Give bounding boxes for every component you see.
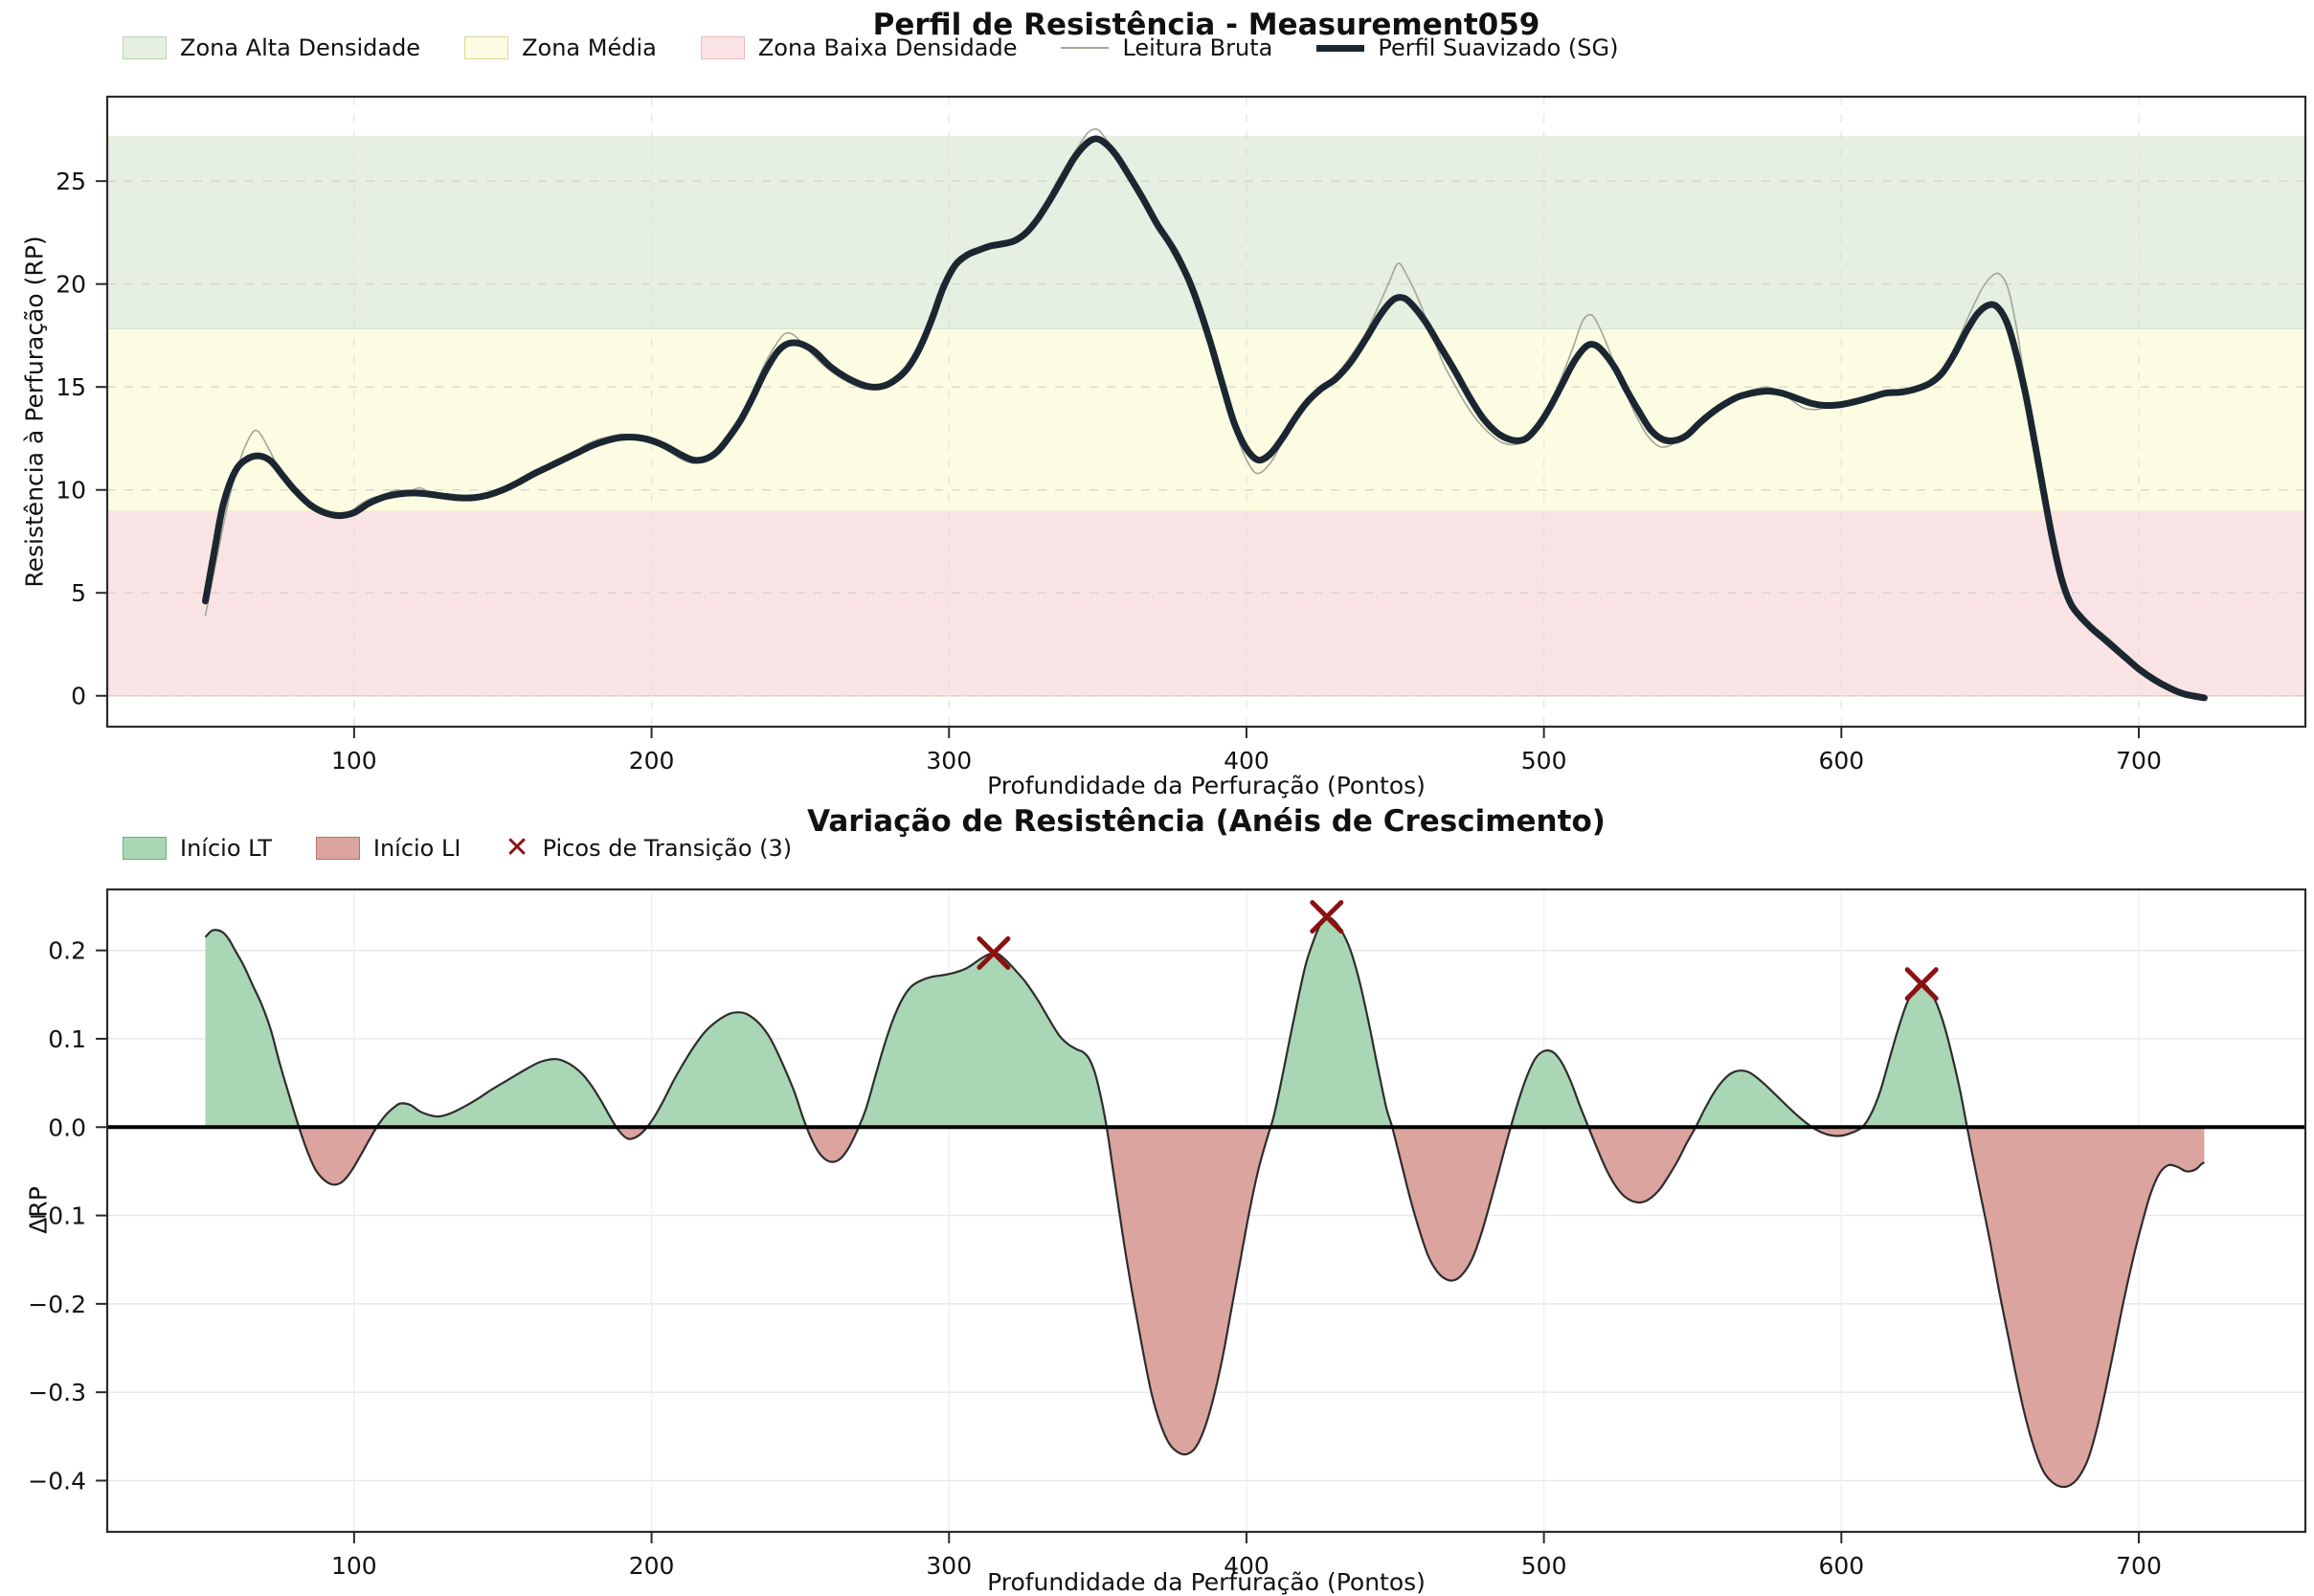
bottom-y-axis-label: ΔRP <box>24 1186 53 1234</box>
y-tick-label: 0.1 <box>48 1025 86 1053</box>
legend-line-swatch-icon <box>1061 47 1110 49</box>
top-chart-ticks: 100 200 300 400 500 600 700 0 5 10 15 20 25 <box>56 168 2162 775</box>
legend-label: Perfil Suavizado (SG) <box>1378 34 1619 61</box>
x-tick-label: 600 <box>1818 1552 1864 1580</box>
legend-item: Perfil Suavizado (SG) <box>1316 34 1618 61</box>
legend-patch-swatch-icon <box>123 36 167 59</box>
axes-spines <box>105 888 2307 1534</box>
axes-spines <box>105 95 2307 729</box>
x-tick-label: 500 <box>1521 1552 1567 1580</box>
legend-line-swatch-icon <box>1316 44 1365 52</box>
legend-patch-swatch-icon <box>315 837 360 860</box>
legend-item: Início LT <box>123 835 272 862</box>
delta-line <box>204 916 2205 1489</box>
bottom-chart-legend: Início LT Início LI ✕ Picos de Transição (3… <box>123 831 793 865</box>
transition-peak-markers <box>977 900 1939 1001</box>
delta-area-negative <box>205 1127 2205 1488</box>
legend-item: Zona Alta Densidade <box>123 34 420 61</box>
transition-peak-x-icon <box>1310 900 1344 934</box>
y-tick-label: −0.3 <box>28 1379 86 1406</box>
top-chart-zones <box>107 135 2305 697</box>
bottom-chart-title: Variação de Resistência (Anéis de Cresci… <box>807 804 1606 839</box>
legend-item: ✕ Picos de Transição (3) <box>505 831 793 865</box>
y-tick-label: 15 <box>56 373 86 401</box>
y-tick-label: 5 <box>71 579 86 607</box>
zone-band <box>107 328 2305 512</box>
transition-peak-x-icon <box>1904 967 1939 1001</box>
x-tick-label: 400 <box>1224 1552 1269 1580</box>
transition-peak-x-icon <box>977 936 1011 970</box>
delta-area-positive <box>205 917 1967 1128</box>
y-tick-label: 0.0 <box>48 1113 86 1141</box>
legend-label: Zona Alta Densidade <box>180 34 421 61</box>
y-tick-label: 10 <box>56 477 86 505</box>
x-tick-label: 400 <box>1224 747 1269 775</box>
x-tick-label: 300 <box>926 747 972 775</box>
legend-label: Zona Média <box>522 34 657 61</box>
legend-label: Leitura Bruta <box>1122 34 1273 61</box>
x-tick-label: 200 <box>629 747 675 775</box>
legend-item: Zona Média <box>464 34 657 61</box>
legend-item: Zona Baixa Densidade <box>700 34 1018 61</box>
top-x-axis-label: Profundidade da Perfuração (Pontos) <box>987 772 1426 799</box>
zone-band <box>107 135 2305 329</box>
y-tick-label: −0.2 <box>28 1291 86 1318</box>
top-chart-legend: Zona Alta Densidade Zona Média Zona Baixa … <box>123 34 1618 61</box>
bottom-chart-ticks: 100 200 300 400 500 600 700 0.2 0.1 0.0 −0.1 −0.2 −0… <box>28 937 2162 1580</box>
bottom-chart: 100 200 300 400 500 600 700 0.2 0.1 0.0 −0.1 −0.2 −0… <box>28 888 2307 1580</box>
legend-label: Início LI <box>372 835 461 862</box>
x-tick-label: 600 <box>1818 747 1864 775</box>
legend-patch-swatch-icon <box>464 36 509 59</box>
x-tick-label: 700 <box>2116 1552 2162 1580</box>
zone-band <box>107 511 2305 696</box>
bottom-x-axis-label: Profundidade da Perfuração (Pontos) <box>987 1568 1426 1596</box>
legend-x-marker-icon: ✕ <box>505 831 529 865</box>
x-tick-label: 700 <box>2116 747 2162 775</box>
smoothed-profile-line <box>202 135 2208 702</box>
y-tick-label: 0 <box>71 683 86 710</box>
y-tick-label: 20 <box>56 271 86 299</box>
y-tick-label: −0.4 <box>28 1467 86 1495</box>
legend-label: Picos de Transição (3) <box>542 835 793 862</box>
legend-label: Início LT <box>180 835 272 862</box>
x-tick-label: 100 <box>331 747 377 775</box>
legend-item: Leitura Bruta <box>1061 34 1272 61</box>
top-chart-grid <box>107 97 2305 727</box>
y-tick-label: −0.1 <box>28 1203 86 1230</box>
x-tick-label: 100 <box>331 1552 377 1580</box>
x-tick-label: 200 <box>629 1552 675 1580</box>
legend-label: Zona Baixa Densidade <box>757 34 1018 61</box>
x-tick-label: 500 <box>1521 747 1567 775</box>
x-tick-label: 300 <box>926 1552 972 1580</box>
top-chart-title: Perfil de Resistência - Measurement059 <box>872 8 1540 42</box>
legend-patch-swatch-icon <box>123 837 167 860</box>
legend-item: Início LI <box>315 835 461 862</box>
y-tick-label: 25 <box>56 168 86 195</box>
top-chart: 100 200 300 400 500 600 700 0 5 10 15 20 25 <box>56 95 2307 775</box>
legend-patch-swatch-icon <box>700 36 745 59</box>
y-tick-label: 0.2 <box>48 937 86 965</box>
top-y-axis-label: Resistência à Perfuração (RP) <box>20 236 49 588</box>
